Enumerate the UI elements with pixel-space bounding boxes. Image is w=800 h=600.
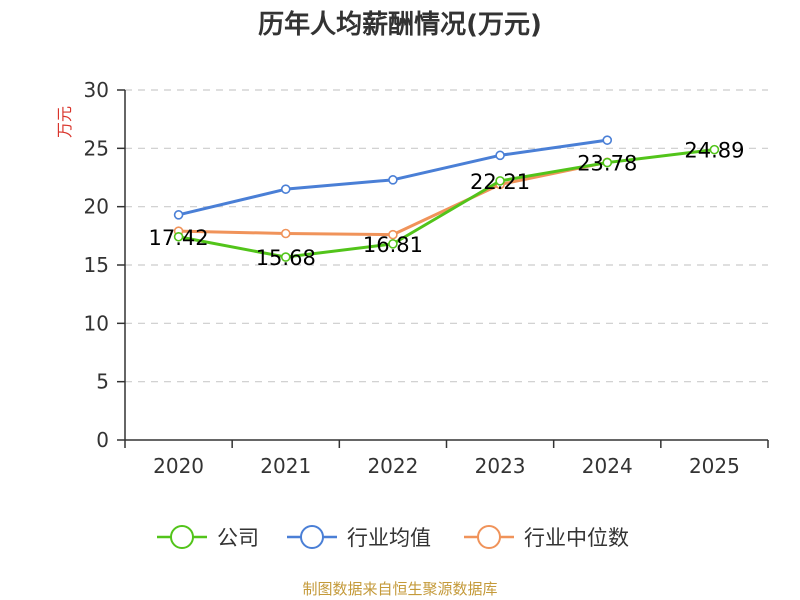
y-tick-label: 5 xyxy=(96,370,109,394)
data-point xyxy=(602,157,613,168)
data-labels: 17.42 15.68 16.81 22.21 23.78 24.89 xyxy=(149,139,745,270)
y-tick-label: 10 xyxy=(84,311,109,335)
legend: 公司 行业均值 行业中位数 xyxy=(157,525,629,550)
y-tick-label: 20 xyxy=(84,195,109,219)
grid-lines xyxy=(125,89,768,383)
data-label: 17.42 xyxy=(149,226,209,250)
x-tick-label: 2021 xyxy=(260,454,311,478)
data-label: 23.78 xyxy=(577,152,637,176)
data-label: 16.81 xyxy=(363,233,423,257)
data-point xyxy=(280,252,291,262)
x-tick-label: 2022 xyxy=(367,454,418,478)
data-point xyxy=(173,210,184,220)
series-lines xyxy=(173,135,720,262)
chart-title: 历年人均薪酬情况(万元) xyxy=(258,10,542,40)
y-tick-label: 0 xyxy=(96,428,109,452)
data-point xyxy=(388,175,398,185)
legend-marker xyxy=(477,525,501,549)
legend-marker xyxy=(170,525,194,549)
y-tick-label: 15 xyxy=(84,253,109,277)
x-tick-label: 2020 xyxy=(153,454,204,478)
source-note: 制图数据来自恒生聚源数据库 xyxy=(302,580,498,598)
legend-label: 行业中位数 xyxy=(524,526,629,550)
data-point xyxy=(709,144,720,155)
y-axis-title: 万元 xyxy=(55,106,74,138)
legend-marker xyxy=(300,525,324,549)
data-point xyxy=(280,228,291,239)
data-label: 22.21 xyxy=(470,170,530,194)
y-tick-label: 30 xyxy=(84,78,109,102)
y-tick-label: 25 xyxy=(84,136,109,160)
data-point xyxy=(495,150,505,161)
data-label: 15.68 xyxy=(256,246,316,270)
data-point xyxy=(280,184,291,194)
data-point xyxy=(388,229,398,240)
x-tick-label: 2025 xyxy=(689,454,740,478)
data-point xyxy=(173,231,184,242)
legend-label: 公司 xyxy=(217,526,259,550)
legend-label: 行业均值 xyxy=(347,526,431,550)
data-point xyxy=(495,176,505,186)
series-line-0 xyxy=(178,148,715,259)
x-tick-label: 2024 xyxy=(582,454,633,478)
data-label: 24.89 xyxy=(684,139,744,163)
data-point xyxy=(388,239,398,249)
x-tick-label: 2023 xyxy=(475,454,526,478)
data-point xyxy=(602,135,613,145)
